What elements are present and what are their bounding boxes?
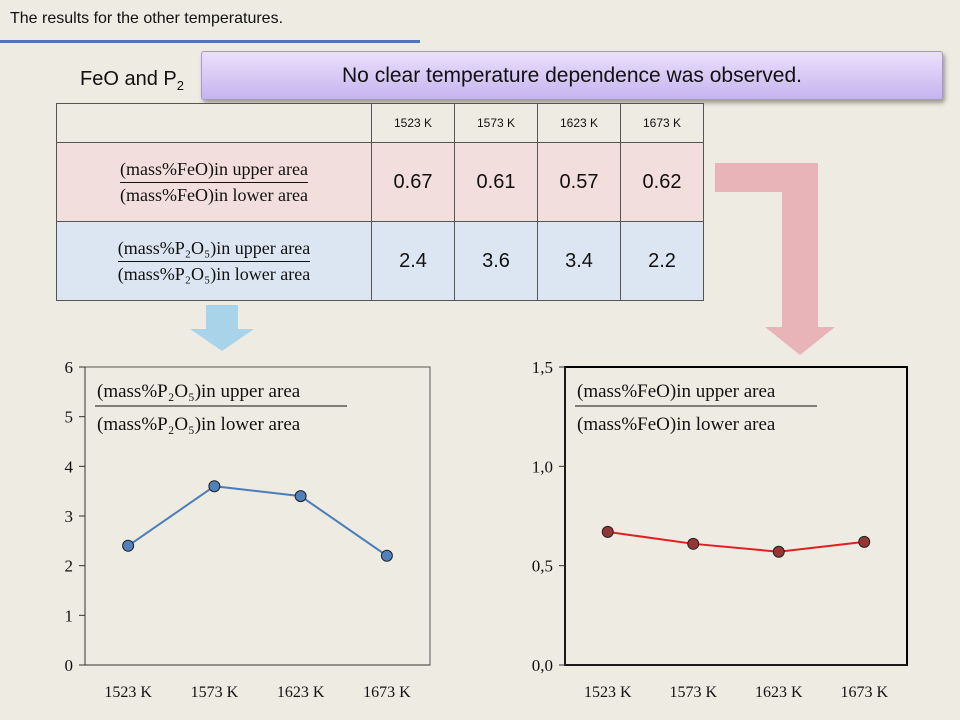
series-line	[607, 530, 865, 553]
table-header-cell: 1523 K	[371, 103, 455, 143]
x-tick-label: 1523 K	[584, 684, 632, 701]
table-cell: 0.62	[620, 142, 704, 222]
y-tick-label: 5	[65, 408, 74, 427]
data-point	[208, 480, 221, 493]
y-tick-label: 1	[65, 606, 74, 625]
elbow-arrow-pink-shape	[715, 163, 835, 355]
annotation-denominator: (mass%FeO)in lower area	[577, 414, 776, 435]
y-tick-label: 2	[65, 557, 74, 576]
fraction-bar	[120, 182, 308, 183]
data-point	[294, 490, 307, 503]
p2o5-ratio-fraction: (mass%P₂O₅)in upper area (mass%P₂O₅)in l…	[117, 238, 311, 285]
table-header-cell: 1573 K	[454, 103, 538, 143]
table-header-row: 1523 K 1573 K 1623 K 1673 K	[56, 103, 704, 143]
table-cell: 0.67	[371, 142, 455, 222]
fraction-numerator: (mass%FeO)in upper area	[120, 159, 308, 179]
x-tick-label: 1673 K	[840, 684, 888, 701]
ratio-table: 1523 K 1573 K 1623 K 1673 K (mass%FeO)in…	[56, 103, 704, 301]
table-row: (mass%P₂O₅)in upper area (mass%P₂O₅)in l…	[56, 221, 704, 301]
y-tick-label: 0,5	[532, 557, 553, 576]
table-cell: 3.6	[454, 221, 538, 301]
conclusion-callout: No clear temperature dependence was obse…	[201, 51, 943, 100]
row-label-p2o5: (mass%P₂O₅)in upper area (mass%P₂O₅)in l…	[56, 221, 372, 301]
data-point	[380, 549, 393, 562]
row-label-feo: (mass%FeO)in upper area (mass%FeO)in low…	[56, 142, 372, 222]
table-cell: 2.2	[620, 221, 704, 301]
table-row: (mass%FeO)in upper area (mass%FeO)in low…	[56, 142, 704, 222]
data-point	[601, 525, 614, 538]
down-arrow-blue-shape	[190, 305, 254, 351]
data-point	[122, 539, 135, 552]
p2o5-ratio-chart: 0 1 2 3 4 5 6 1523 K 1573 K 1623 K 1673 K (mass%P₂O…	[65, 358, 431, 701]
table-cell: 2.4	[371, 221, 455, 301]
subtitle-text: FeO and P	[80, 68, 177, 90]
elbow-arrow-pink	[715, 163, 835, 355]
x-tick-label: 1523 K	[104, 684, 152, 701]
table-header-corner	[56, 103, 372, 143]
y-tick-label: 6	[65, 358, 74, 377]
plot-area-frame	[564, 366, 908, 666]
plot-area-frame	[84, 366, 431, 666]
fraction-bar	[117, 261, 311, 262]
y-tick-label: 0	[65, 656, 74, 675]
annotation-denominator: (mass%P₂O₅)in lower area	[97, 414, 301, 435]
feo-ratio-chart: 0,0 0,5 1,0 1,5 1523 K 1573 K 1623 K 1673 K (mas…	[532, 358, 908, 701]
annotation-numerator: (mass%P₂O₅)in upper area	[97, 381, 301, 402]
data-point	[687, 537, 700, 550]
table-cell: 0.61	[454, 142, 538, 222]
y-tick-label: 3	[65, 507, 74, 526]
x-tick-label: 1623 K	[277, 684, 325, 701]
x-tick-label: 1623 K	[755, 684, 803, 701]
data-point	[858, 535, 871, 548]
y-tick-label: 1,5	[532, 358, 553, 377]
x-tick-label: 1673 K	[363, 684, 411, 701]
table-cell: 3.4	[537, 221, 621, 301]
x-tick-label: 1573 K	[191, 684, 239, 701]
fraction-numerator: (mass%P₂O₅)in upper area	[117, 238, 311, 258]
down-arrow-blue	[190, 305, 254, 351]
section-subtitle: FeO and P2	[80, 68, 184, 93]
callout-text: No clear temperature dependence was obse…	[342, 63, 802, 87]
y-tick-label: 0,0	[532, 656, 553, 675]
x-tick-label: 1573 K	[669, 684, 717, 701]
table-cell: 0.57	[537, 142, 621, 222]
annotation-numerator: (mass%FeO)in upper area	[577, 381, 776, 402]
y-tick-label: 1,0	[532, 457, 553, 476]
y-tick-label: 4	[65, 457, 74, 476]
title-underline	[0, 40, 420, 43]
feo-ratio-fraction: (mass%FeO)in upper area (mass%FeO)in low…	[120, 159, 308, 206]
subtitle-subscript: 2	[176, 78, 184, 93]
fraction-denominator: (mass%FeO)in lower area	[120, 185, 308, 205]
slide-title: The results for the other temperatures.	[10, 10, 284, 27]
table-header-cell: 1623 K	[537, 103, 621, 143]
table-header-cell: 1673 K	[620, 103, 704, 143]
series-line	[127, 485, 388, 557]
data-point	[772, 545, 785, 558]
fraction-denominator: (mass%P₂O₅)in lower area	[117, 264, 311, 284]
